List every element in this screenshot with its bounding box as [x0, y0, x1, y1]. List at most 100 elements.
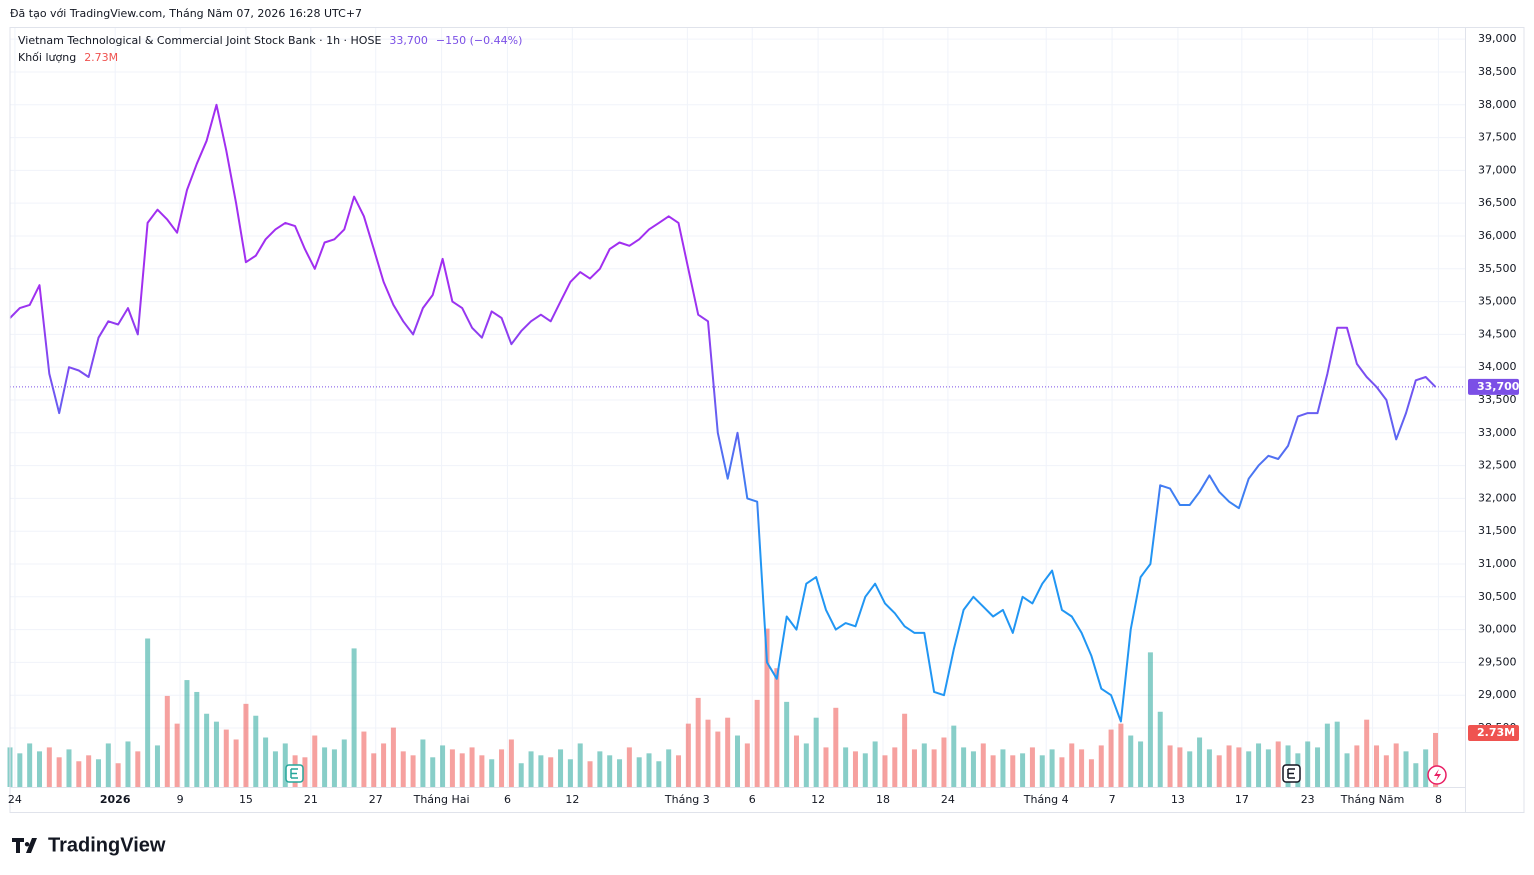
volume-bar [440, 745, 446, 787]
y-tick-label: 29,000 [1478, 688, 1517, 701]
dividend-marker[interactable] [1427, 765, 1447, 785]
volume-bar [626, 747, 632, 787]
volume-bar [735, 735, 740, 787]
x-tick-label: 27 [369, 793, 383, 806]
x-tick-label: Tháng 4 [1023, 793, 1069, 806]
volume-bar [1324, 723, 1330, 787]
volume-bar [371, 753, 377, 787]
volume-bar [754, 699, 760, 787]
volume-bar [567, 759, 573, 787]
x-tick-label: 24 [941, 793, 955, 806]
logo[interactable]: TradingView [12, 834, 166, 856]
volume-bar [1167, 745, 1173, 787]
y-tick-label: 31,500 [1478, 524, 1517, 537]
volume-bar [233, 739, 239, 787]
volume-value: 2.73M [84, 51, 118, 64]
x-tick-label: 6 [749, 793, 756, 806]
y-tick-label: 33,000 [1478, 426, 1517, 439]
volume-bar [990, 755, 996, 787]
volume-bar [479, 755, 485, 787]
volume-bar [1187, 751, 1193, 787]
volume-bar [1403, 751, 1409, 787]
volume-bar [459, 753, 465, 787]
y-tick-label: 36,500 [1478, 196, 1517, 209]
volume-bar [1138, 741, 1144, 787]
volume-bar [725, 717, 731, 787]
earnings-marker[interactable] [285, 764, 304, 783]
volume-bar [695, 697, 701, 787]
volume-bar [1364, 719, 1370, 787]
x-tick-label: 7 [1109, 793, 1116, 806]
x-tick-label: 8 [1435, 793, 1442, 806]
volume-bar [1413, 763, 1419, 787]
volume-bar [390, 727, 396, 787]
volume-bar [1029, 747, 1035, 787]
y-tick-label: 37,500 [1478, 131, 1517, 144]
volume-bar [607, 755, 613, 787]
volume-bar [1108, 729, 1114, 787]
x-tick-label: 17 [1235, 793, 1249, 806]
earnings-marker[interactable] [1282, 764, 1301, 783]
volume-bar [213, 721, 219, 787]
volume-bar [66, 749, 72, 787]
x-tick-label: 9 [177, 793, 184, 806]
volume-bar [921, 743, 927, 787]
volume-bar [17, 753, 23, 787]
volume-bar [272, 751, 278, 787]
x-tick-label: Tháng Năm [1340, 793, 1405, 806]
y-tick-label: 32,000 [1478, 491, 1517, 504]
y-tick-label: 30,500 [1478, 590, 1517, 603]
volume-bar [1079, 749, 1085, 787]
volume-pane [7, 628, 1439, 787]
volume-bar [528, 751, 534, 787]
volume-bar [263, 737, 269, 787]
volume-bar [1098, 745, 1104, 787]
x-tick-label: Tháng Hai [413, 793, 470, 806]
logo-icon [12, 838, 37, 853]
x-tick-label: 23 [1301, 793, 1315, 806]
y-tick-label: 34,000 [1478, 360, 1517, 373]
earnings-glyph [1287, 768, 1295, 779]
volume-bar [410, 755, 416, 787]
volume-bar [833, 707, 839, 787]
volume-bar [803, 743, 809, 787]
x-tick-label: 15 [239, 793, 253, 806]
volume-bar [1265, 749, 1271, 787]
volume-bar [577, 743, 583, 787]
volume-bar [1305, 741, 1311, 787]
volume-bar [636, 757, 642, 787]
volume-bar [420, 739, 426, 787]
event-glyph [1434, 769, 1441, 781]
volume-bar [243, 703, 249, 787]
last-volume-label: 2.73M [1477, 726, 1515, 739]
volume-bar [1383, 755, 1389, 787]
y-tick-label: 36,000 [1478, 229, 1517, 242]
volume-bar [331, 749, 337, 787]
x-tick-label: 13 [1171, 793, 1185, 806]
volume-bar [784, 701, 790, 787]
volume-bar [715, 731, 721, 787]
volume-bar [164, 695, 170, 787]
volume-bar [115, 763, 121, 787]
volume-bar [862, 753, 868, 787]
volume-bar [1177, 747, 1183, 787]
volume-bar [154, 745, 160, 787]
y-tick-label: 39,000 [1478, 32, 1517, 45]
volume-bar [793, 735, 799, 787]
volume-bar [1334, 721, 1340, 787]
volume-bar [135, 751, 141, 787]
volume-bar [1216, 755, 1222, 787]
x-tick-label: 18 [876, 793, 890, 806]
last-volume-box [1468, 724, 1519, 741]
volume-bar [882, 755, 888, 787]
volume-bar [1049, 749, 1055, 787]
y-tick-label: 37,000 [1478, 163, 1517, 176]
volume-bar [970, 751, 976, 787]
grid [10, 28, 1465, 787]
y-tick-label: 35,500 [1478, 262, 1517, 275]
volume-bar [685, 723, 691, 787]
volume-bar [1433, 732, 1439, 787]
earnings-glyph [290, 768, 298, 779]
